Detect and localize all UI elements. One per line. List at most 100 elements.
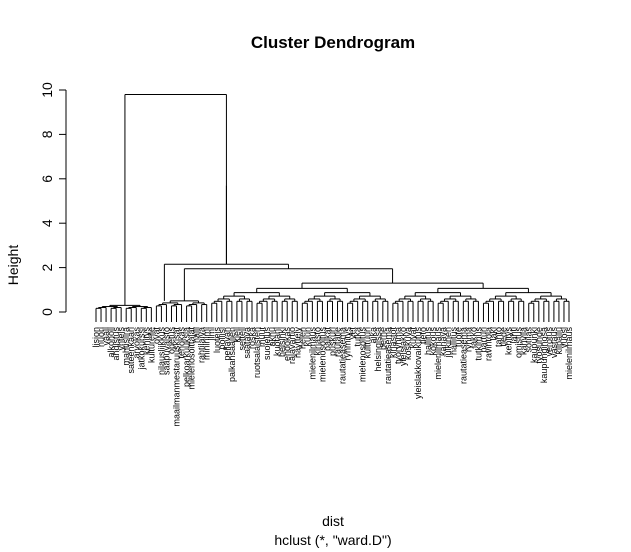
leaf-label: rautatie <box>333 327 343 357</box>
leaf-label: palkansaajien <box>227 327 237 382</box>
y-axis-label: Height <box>5 245 21 286</box>
leaf-label: ryhma <box>463 327 473 352</box>
leaf-label: mielenosoitus <box>317 327 327 383</box>
leaf-label: ehdokas <box>282 327 292 362</box>
leaf-label: ravintola <box>483 327 493 361</box>
leaf-label: tyosuhde <box>534 327 544 364</box>
leaf-label: jatkokurssi <box>136 327 146 371</box>
leaf-label: ruotsalaisten <box>252 327 262 378</box>
y-tick-label: 10 <box>39 82 55 98</box>
leaf-label: koskuva <box>403 327 413 360</box>
leaf-label: palkat <box>322 327 332 352</box>
leaf-label: alkoholi <box>106 327 116 358</box>
leaf-label: kulturelle <box>146 327 156 363</box>
leaf-label: roska <box>247 327 257 349</box>
leaf-label: pelkoarkuuksia <box>182 327 192 387</box>
leaf-label: vastaus <box>549 327 559 359</box>
leaf-label: mahtisiira <box>121 327 131 366</box>
leaf-label: yhteis <box>116 327 126 351</box>
leaf-label: tyoryhma <box>393 327 403 364</box>
leaf-label: julkinen <box>443 327 453 359</box>
leaf-label: helen <box>297 327 307 349</box>
leaf-label: yleislakko <box>398 327 408 366</box>
leaf-label: kirjastot <box>388 327 398 359</box>
leaf-label: lahti <box>509 327 519 344</box>
leaf-label: ryhmitys <box>343 327 353 361</box>
y-tick-label: 0 <box>39 308 55 316</box>
leaf-label: opetus <box>166 327 176 355</box>
leaf-label: mininimi <box>202 327 212 360</box>
leaf-label: suojelus <box>262 327 272 361</box>
chart-title: Cluster Dendrogram <box>251 33 415 52</box>
leaf-label: sateenkaari <box>126 327 136 374</box>
leaf-label: rajavartio <box>287 327 297 364</box>
leaf-label: parturi <box>478 327 488 353</box>
y-axis: 0 2 4 6 8 10 <box>39 82 67 316</box>
chart-subtitle: hclust (*, "ward.D") <box>274 532 391 548</box>
leaf-label: kaupunginosa <box>539 327 549 383</box>
leaf-label: hallitus <box>423 327 433 356</box>
leaf-label: pellavan <box>222 327 232 361</box>
leaf-label: kirjasto <box>312 327 322 356</box>
leaf-label: tieto <box>418 327 428 344</box>
leaf-label: rautatieasema <box>338 327 348 384</box>
leaf-label: kehitys <box>141 327 151 356</box>
leaf-label: kokous <box>428 327 438 356</box>
leaf-label: ovat <box>151 327 161 345</box>
leaf-label: tutkimus <box>473 327 483 361</box>
leaf-label: aika <box>368 327 378 344</box>
leaf-label: tahto <box>494 327 504 347</box>
leaf-label: tehokas <box>177 327 187 359</box>
leaf-label: setteli <box>237 327 247 351</box>
leaf-label: nayttely <box>292 327 302 359</box>
leaf-label: perhe <box>378 327 388 350</box>
leaf-label: helsinki <box>277 327 287 357</box>
leaf-label: tutka <box>353 327 363 347</box>
leaf-label: kuotani <box>272 327 282 356</box>
leaf-label: kulttuuri <box>363 327 373 359</box>
leaf-label: halli <box>192 327 202 343</box>
leaf-label: poliisi <box>217 327 227 350</box>
leaf-label: mielenosoitus <box>358 327 368 383</box>
leaf-label: rautatieasema <box>458 327 468 384</box>
leaf-label: saapuvaisto <box>161 327 171 375</box>
leaf-label: saatava <box>242 327 252 359</box>
leaf-label: tiede <box>499 327 509 347</box>
leaf-labels: lisionnuorivaalialkoholiahdistusyhteisma… <box>91 327 574 427</box>
leaf-label: mielenilmaus <box>564 327 574 380</box>
leaf-label: verotus <box>544 327 554 357</box>
leaf-label: mielenosoittajat <box>187 327 197 390</box>
leaf-label: nuori <box>96 327 106 347</box>
leaf-label: laki <box>489 327 499 341</box>
leaf-label: arvokas <box>131 327 141 359</box>
leaf-label: sotilas <box>524 327 534 353</box>
leaf-label: lision <box>91 327 101 348</box>
leaf-label: Vet <box>348 327 358 341</box>
leaf-label: tuote <box>453 327 463 347</box>
y-tick-label: 2 <box>39 263 55 271</box>
leaf-label: kaupunki <box>529 327 539 363</box>
leaf-label: puskuri <box>328 327 338 356</box>
leaf-label: ilmi <box>207 327 217 341</box>
leaf-label: kahvila <box>519 327 529 355</box>
leaf-label: kanava <box>438 327 448 356</box>
leaf-label: akhu <box>267 327 277 347</box>
leaf-label: yleislakkovaikutus <box>413 327 423 400</box>
leaf-label: nilausliikkus <box>156 327 166 376</box>
y-tick-label: 4 <box>39 219 55 227</box>
x-axis-label: dist <box>322 513 344 529</box>
leaf-label: kuvat <box>408 327 418 349</box>
leaf-label: omistus <box>514 327 524 359</box>
leaf-label: luoteis <box>212 327 222 354</box>
leaf-label: mielenilmaus <box>307 327 317 380</box>
leaf-label: kuun <box>302 327 312 347</box>
leaf-label: kieli <box>232 327 242 343</box>
dendrogram-tree <box>95 93 570 322</box>
y-tick-label: 6 <box>39 175 55 183</box>
y-tick-label: 8 <box>39 130 55 138</box>
leaf-label: hallitus <box>448 327 458 356</box>
leaf-label: helsingissa <box>373 327 383 372</box>
leaf-label: muut <box>257 327 267 348</box>
leaf-label: maailmanmestaruuskisat <box>172 327 182 427</box>
